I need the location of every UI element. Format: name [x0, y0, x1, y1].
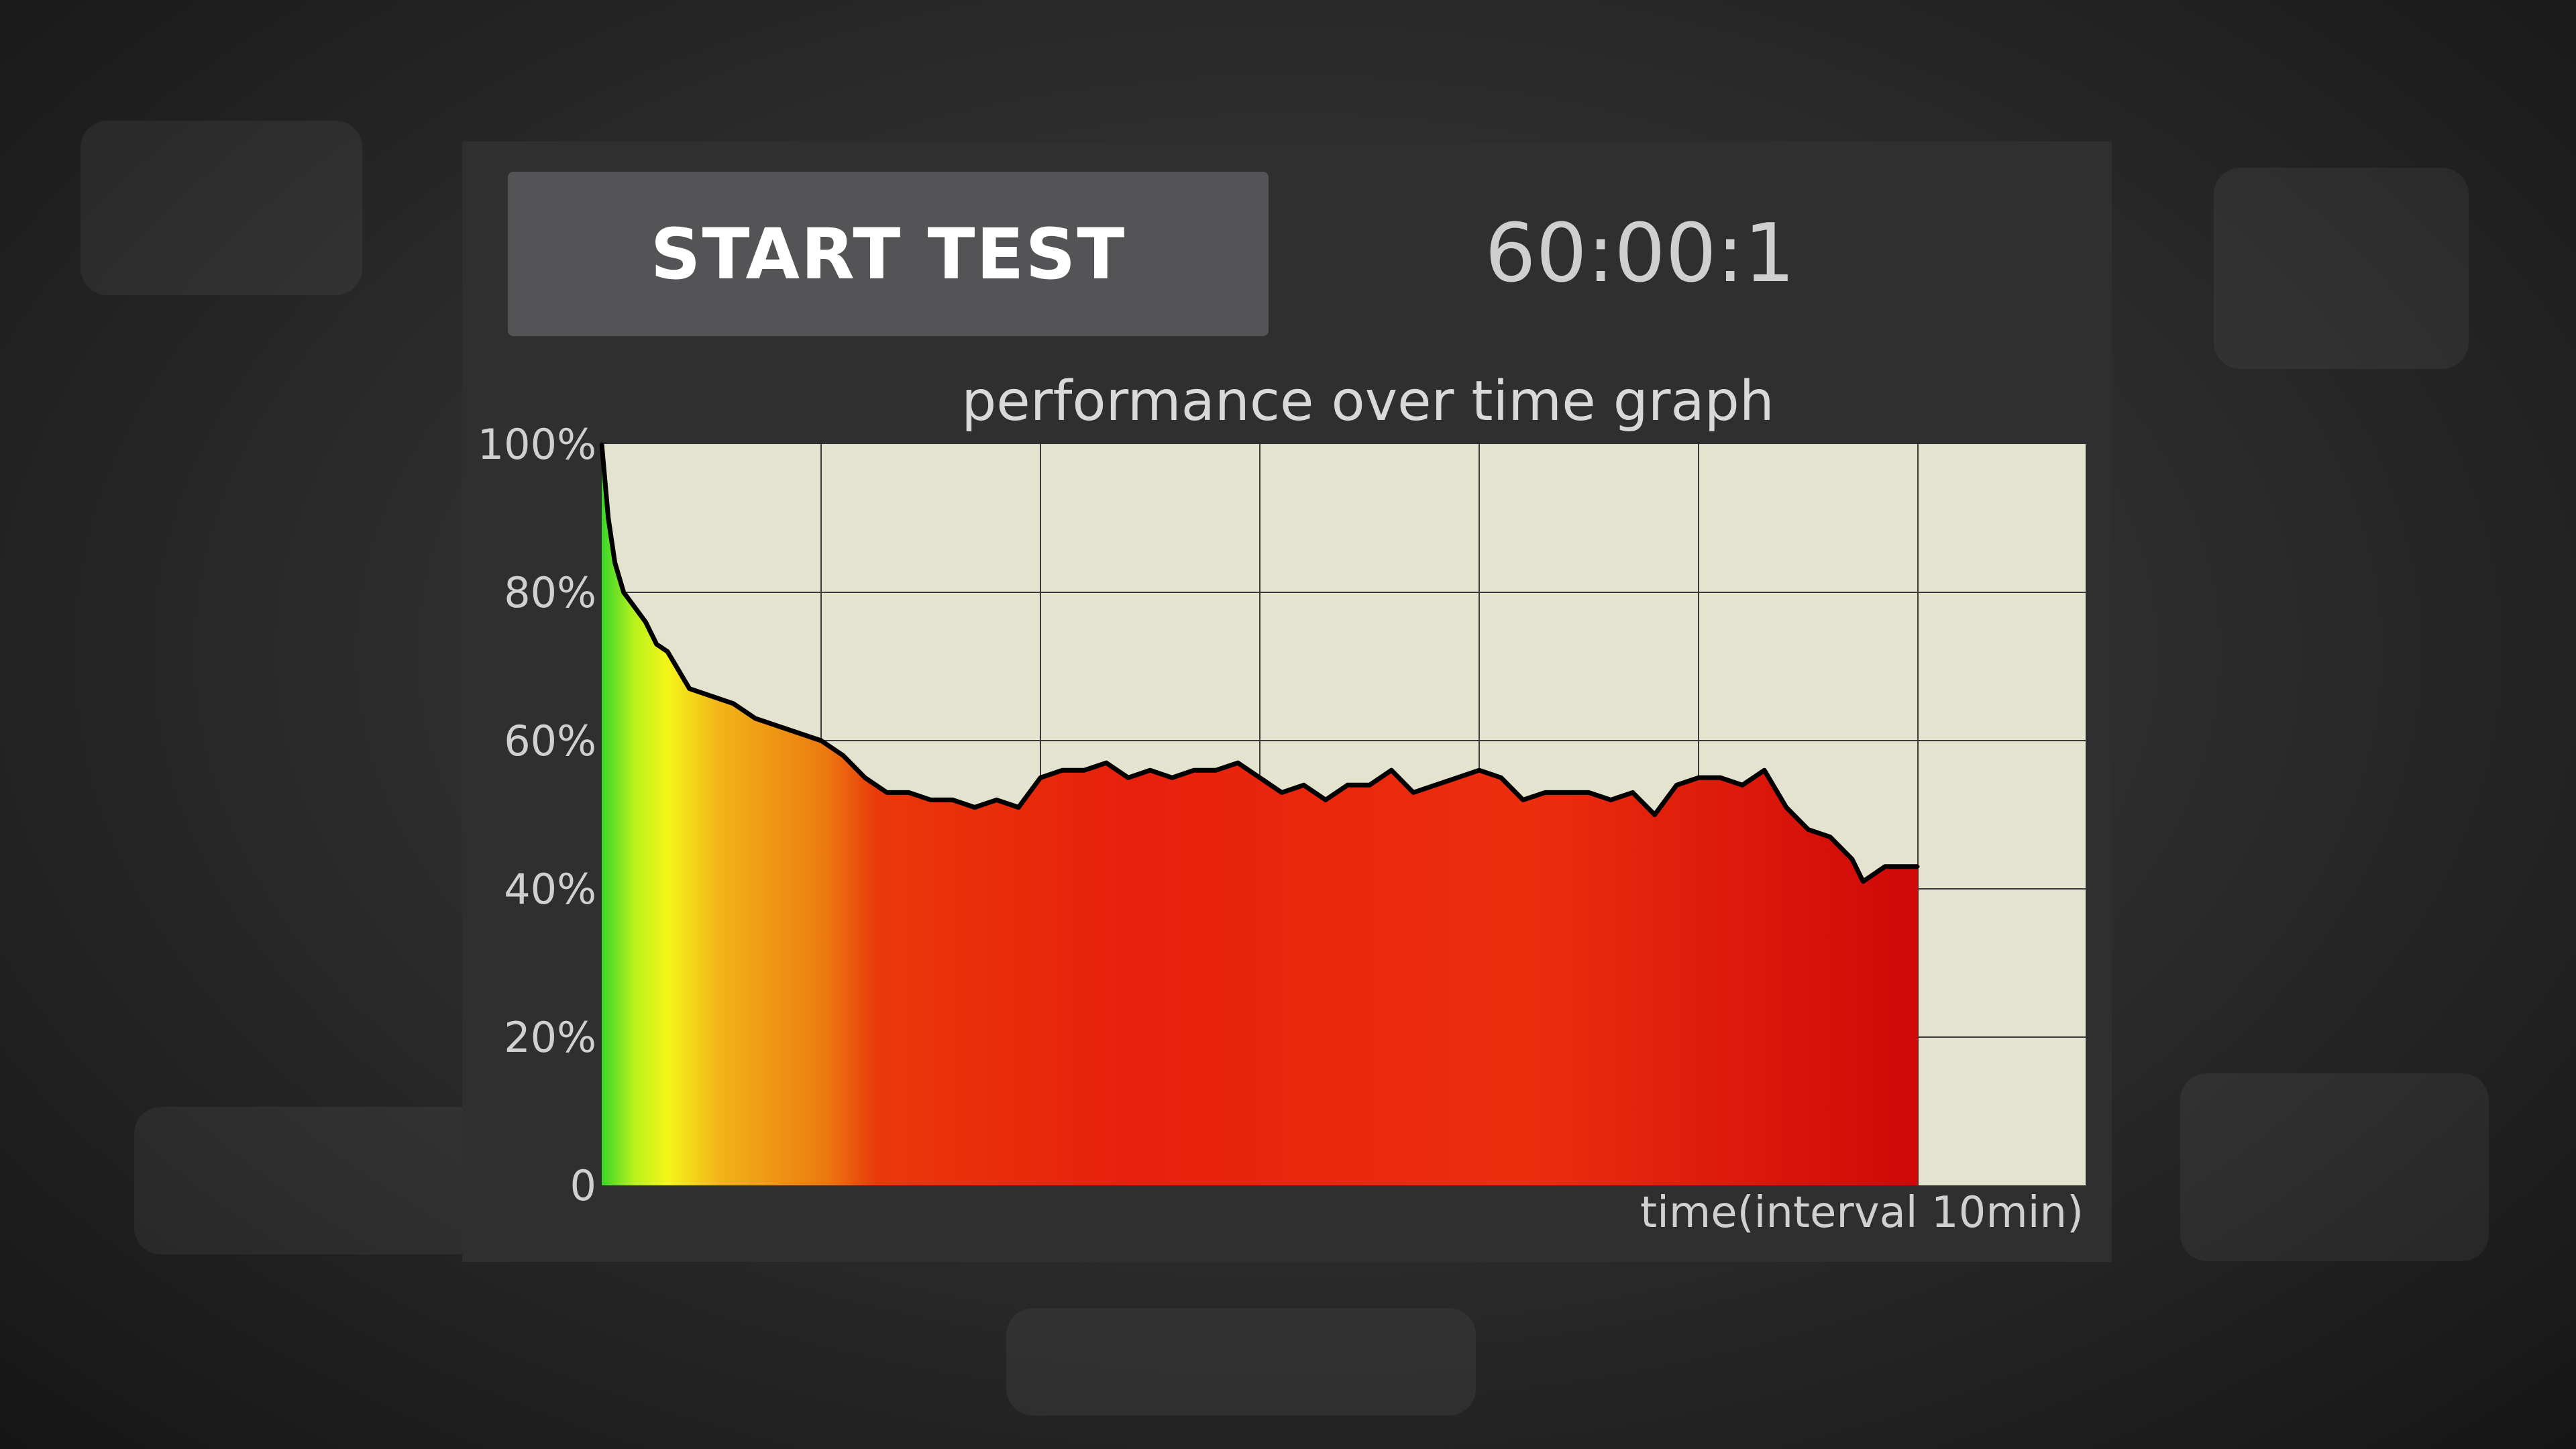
data-point [1280, 790, 1284, 794]
data-point [1477, 768, 1481, 772]
data-point [885, 790, 889, 794]
data-point [1455, 775, 1459, 780]
data-point [1258, 775, 1262, 780]
start-test-button[interactable]: START TEST [508, 172, 1269, 336]
background-shape [80, 121, 362, 295]
data-point [1565, 790, 1569, 794]
data-point [929, 798, 932, 802]
data-point [1038, 775, 1042, 780]
data-point [1411, 790, 1415, 794]
data-point [1872, 872, 1876, 876]
data-point [797, 731, 801, 735]
data-point [1861, 879, 1865, 883]
background-shape [2214, 168, 2469, 369]
data-point [1916, 865, 1920, 869]
data-point [606, 517, 610, 520]
data-point [1368, 783, 1371, 787]
data-point [973, 805, 977, 809]
data-point [688, 687, 692, 691]
data-point [1236, 761, 1240, 765]
y-tick-label: 80% [504, 568, 596, 617]
data-point [710, 694, 713, 698]
data-point [665, 649, 669, 653]
data-point [995, 798, 999, 802]
data-point [1061, 768, 1065, 772]
data-point [1192, 768, 1196, 772]
data-point [1762, 768, 1766, 772]
data-point [1883, 865, 1887, 869]
data-point [613, 561, 617, 565]
data-point [1697, 775, 1701, 780]
data-point [753, 716, 757, 720]
data-point [1434, 783, 1438, 787]
data-point [1543, 790, 1547, 794]
data-point [1905, 865, 1909, 869]
data-point [1807, 828, 1810, 832]
data-point [1740, 783, 1744, 787]
data-point [633, 605, 637, 609]
graph-title: performance over time graph [961, 370, 1774, 433]
data-point [1389, 768, 1393, 772]
data-point [1016, 805, 1020, 809]
y-tick-label: 0 [570, 1161, 596, 1210]
data-point [655, 642, 659, 646]
data-point [863, 775, 867, 780]
data-point [1674, 783, 1678, 787]
data-point [1324, 798, 1328, 802]
background-shape [2180, 1073, 2489, 1261]
test-timer: 60:00:1 [1485, 207, 1795, 301]
y-tick-label: 60% [504, 716, 596, 765]
data-point [731, 702, 735, 706]
data-point [1170, 775, 1174, 780]
data-point [775, 724, 780, 728]
data-point [600, 442, 604, 446]
data-point [1214, 768, 1218, 772]
data-point [622, 590, 626, 594]
performance-area [602, 444, 1918, 1185]
data-point [1894, 865, 1898, 869]
data-point [951, 798, 955, 802]
data-point [841, 753, 845, 757]
performance-chart: 0 20% 40% 60% 80% 100% [478, 420, 2086, 1210]
data-point [1126, 775, 1130, 780]
y-tick-label: 20% [504, 1013, 596, 1062]
data-point [1499, 775, 1503, 780]
data-point [1148, 768, 1152, 772]
data-point [643, 620, 647, 624]
data-point [1104, 761, 1108, 765]
data-point [1850, 857, 1854, 861]
data-point [1587, 790, 1591, 794]
data-point [1082, 768, 1086, 772]
background-shape [1006, 1308, 1476, 1415]
background-shape [134, 1107, 483, 1254]
data-point [819, 739, 823, 743]
data-point [1346, 783, 1350, 787]
data-point [1609, 798, 1613, 802]
data-point [1784, 805, 1788, 809]
x-axis-label: time(interval 10min) [1640, 1188, 2084, 1238]
data-point [1631, 790, 1635, 794]
y-tick-label: 40% [504, 865, 596, 914]
benchmark-panel: START TEST 60:00:1 performance over time… [462, 142, 2112, 1262]
data-point [1521, 798, 1525, 802]
y-tick-label: 100% [478, 420, 596, 469]
data-point [907, 790, 911, 794]
data-point [1301, 783, 1305, 787]
performance-line [599, 443, 1918, 884]
data-point [1653, 813, 1657, 816]
data-point [1719, 775, 1723, 780]
data-point [1828, 835, 1832, 839]
